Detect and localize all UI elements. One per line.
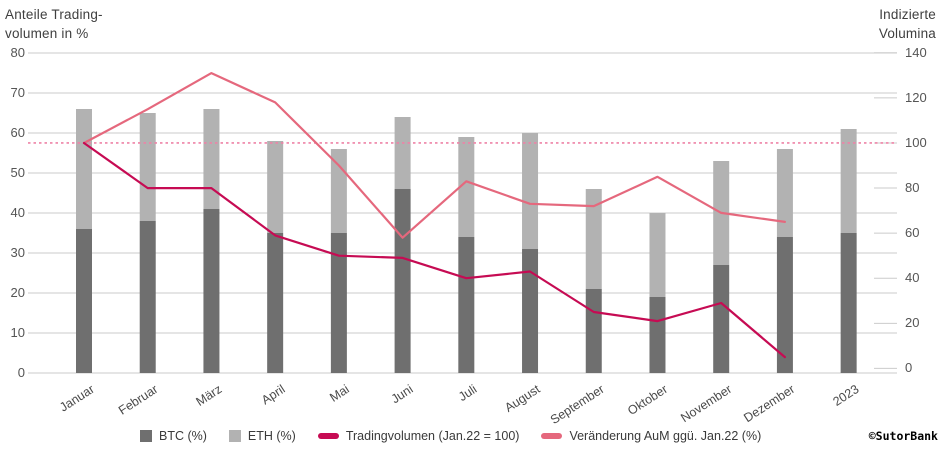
bar-eth-Juni <box>394 117 411 189</box>
eth-swatch-icon <box>228 430 241 442</box>
legend-item-aum: Veränderung AuM ggü. Jan.22 (%) <box>541 429 761 443</box>
bar-eth-August <box>522 133 539 249</box>
bar-btc-Juli <box>458 237 475 373</box>
left-axis-title: Anteile Trading- volumen in % <box>5 5 103 43</box>
bar-eth-Oktober <box>649 213 666 297</box>
bar-btc-2023 <box>840 233 857 373</box>
left-axis-tick-60: 60 <box>10 125 25 140</box>
legend-item-eth: ETH (%) <box>228 429 296 443</box>
bar-eth-Juli <box>458 137 475 237</box>
right-axis-tick-60: 60 <box>905 225 920 241</box>
bar-btc-April <box>267 233 284 373</box>
right-axis-tick-0: 0 <box>905 360 913 376</box>
bar-btc-Dezember <box>776 237 793 373</box>
legend-label-aum: Veränderung AuM ggü. Jan.22 (%) <box>569 429 762 443</box>
left-axis-title-line2: volumen in % <box>5 26 89 41</box>
chart-legend: BTC (%) ETH (%) Tradingvolumen (Jan.22 =… <box>140 429 761 443</box>
left-axis-tick-0: 0 <box>17 365 25 380</box>
bar-btc-November <box>713 265 730 373</box>
bar-eth-Februar <box>139 113 156 221</box>
left-axis-tick-10: 10 <box>10 325 25 340</box>
bar-eth-April <box>267 141 284 233</box>
right-axis-tick-40: 40 <box>905 270 920 286</box>
bar-btc-Februar <box>139 221 156 373</box>
right-axis-tick-20: 20 <box>905 315 920 331</box>
bar-btc-September <box>585 289 602 373</box>
left-axis-tick-30: 30 <box>10 245 25 260</box>
tradingvolumen-swatch-icon <box>317 433 339 439</box>
bar-eth-März <box>203 109 220 209</box>
bar-btc-März <box>203 209 220 373</box>
right-axis-title: Indizierte Volumina <box>879 5 936 43</box>
right-axis-tick-80: 80 <box>905 180 920 196</box>
left-axis-tick-80: 80 <box>10 45 25 60</box>
bar-eth-Januar <box>76 109 92 229</box>
legend-label-btc: BTC (%) <box>159 429 207 443</box>
right-axis-title-line2: Volumina <box>878 26 936 41</box>
bar-btc-Mai <box>330 233 347 373</box>
bar-btc-Oktober <box>649 297 666 373</box>
bar-eth-2023 <box>840 129 857 233</box>
line-aum <box>82 71 787 239</box>
bar-eth-Dezember <box>776 149 793 237</box>
legend-label-eth: ETH (%) <box>247 429 296 443</box>
right-axis-title-line1: Indizierte <box>879 7 936 22</box>
bar-btc-Juni <box>394 189 411 373</box>
right-axis-tick-120: 120 <box>905 89 927 105</box>
legend-item-btc: BTC (%) <box>140 429 207 443</box>
legend-label-tradingvolumen: Tradingvolumen (Jan.22 = 100) <box>345 429 520 443</box>
left-axis-tick-50: 50 <box>10 165 25 180</box>
line-tradingvolumen <box>82 141 787 359</box>
bar-btc-Januar <box>76 229 92 373</box>
left-axis-tick-70: 70 <box>10 85 25 100</box>
bar-eth-Mai <box>330 149 347 233</box>
bar-btc-August <box>522 249 539 373</box>
bar-eth-September <box>585 189 602 289</box>
right-axis-tick-100: 100 <box>905 134 927 150</box>
legend-item-tradingvolumen: Tradingvolumen (Jan.22 = 100) <box>317 429 520 443</box>
bars-group <box>76 109 857 373</box>
left-axis-title-line1: Anteile Trading- <box>5 7 103 22</box>
left-axis-tick-40: 40 <box>10 205 25 220</box>
btc-swatch-icon <box>140 430 152 442</box>
aum-swatch-icon <box>541 433 563 439</box>
lines-group <box>82 71 787 359</box>
watermark-logo: ©SutorBank <box>868 429 938 443</box>
right-axis-tick-140: 140 <box>905 44 927 60</box>
left-axis-tick-20: 20 <box>10 285 25 300</box>
